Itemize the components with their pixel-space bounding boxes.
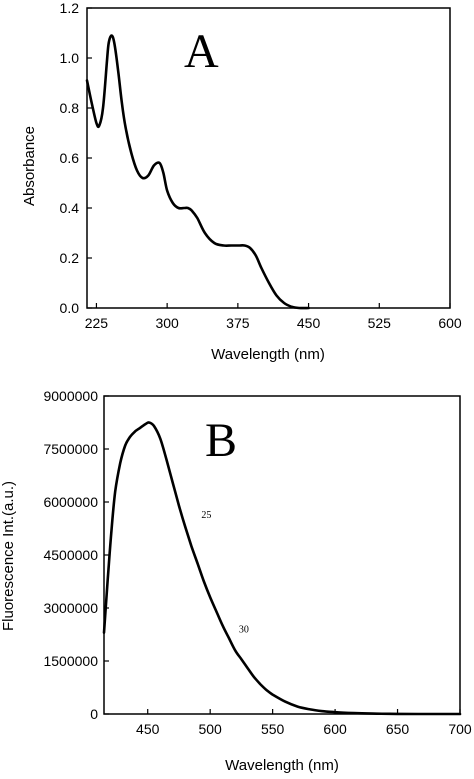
panel-b-fluorescence-chart: 450 500 550 600 650 700 0 1500000 3000000 450000… bbox=[0, 388, 472, 774]
panel-a-x-tick-label: 375 bbox=[226, 315, 250, 331]
panel-b-y-tick-label: 3000000 bbox=[43, 600, 98, 616]
panel-b-x-tick-label: 500 bbox=[198, 721, 222, 737]
panel-b-x-tick-label: 650 bbox=[386, 721, 410, 737]
panel-a-x-tick-label: 300 bbox=[155, 315, 179, 331]
panel-a-x-tick-label: 225 bbox=[85, 315, 109, 331]
panel-b-letter: B bbox=[205, 414, 237, 467]
panel-a-absorbance-curve bbox=[85, 34, 310, 310]
panel-a-y-tick-label: 0.8 bbox=[60, 100, 80, 116]
panel-b-y-tick-label: 9000000 bbox=[43, 388, 98, 404]
panel-a-y-tick-label: 0.6 bbox=[60, 150, 80, 166]
panel-a-x-ticks: 225 300 375 450 525 600 bbox=[85, 303, 462, 331]
panel-b-y-axis-title: Fluorescence Int.(a.u.) bbox=[0, 481, 17, 631]
panel-b-x-axis-title: Wavelength (nm) bbox=[225, 757, 339, 774]
panel-b-y-tick-label: 7500000 bbox=[43, 441, 98, 457]
panel-a-x-tick-label: 450 bbox=[297, 315, 321, 331]
panel-a-plot-frame bbox=[86, 7, 451, 309]
panel-a-x-tick-label: 600 bbox=[438, 315, 462, 331]
panel-b-annotation-25: 25 bbox=[201, 510, 211, 521]
panel-a-x-tick-label: 525 bbox=[368, 315, 392, 331]
panel-a-y-tick-label: 0.2 bbox=[60, 250, 80, 266]
panel-b-y-tick-label: 0 bbox=[90, 706, 98, 722]
panel-b-x-tick-label: 450 bbox=[136, 721, 160, 737]
panel-a-letter: A bbox=[184, 25, 219, 78]
panel-a-y-ticks: 0.0 0.2 0.4 0.6 0.8 1.0 1.2 bbox=[60, 0, 92, 316]
panel-a-x-axis-title: Wavelength (nm) bbox=[211, 346, 325, 363]
panel-a-y-tick-label: 0.0 bbox=[60, 300, 80, 316]
panel-a-y-axis-title: Absorbance bbox=[21, 126, 38, 206]
panel-b-y-tick-label: 6000000 bbox=[43, 494, 98, 510]
panel-b-fluorescence-curve bbox=[102, 421, 462, 716]
panel-b-x-tick-label: 550 bbox=[261, 721, 285, 737]
panel-b-y-tick-label: 4500000 bbox=[43, 547, 98, 563]
panel-b-x-ticks: 450 500 550 600 650 700 bbox=[136, 709, 472, 737]
panel-a-y-tick-label: 1.0 bbox=[60, 50, 80, 66]
panel-a-y-tick-label: 0.4 bbox=[60, 200, 80, 216]
panel-b-y-ticks: 0 1500000 3000000 4500000 6000000 7500000 9000… bbox=[43, 388, 109, 722]
panel-b-annotation-30: 30 bbox=[239, 625, 249, 636]
panel-a-y-tick-label: 1.2 bbox=[60, 0, 80, 16]
panel-a-absorbance-chart: 225 300 375 450 525 600 0.0 0.2 0.4 0.6 0.8 1.0 1.2… bbox=[21, 0, 462, 363]
panel-b-plot-frame bbox=[103, 395, 461, 715]
panel-b-x-tick-label: 700 bbox=[448, 721, 472, 737]
panel-b-y-tick-label: 1500000 bbox=[43, 653, 98, 669]
panel-b-x-tick-label: 600 bbox=[323, 721, 347, 737]
